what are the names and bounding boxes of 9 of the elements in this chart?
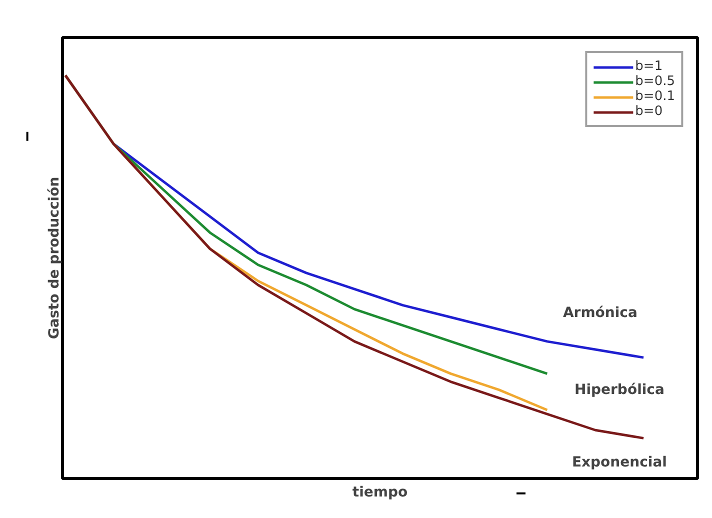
legend-label: b=0 <box>635 104 663 119</box>
y-axis-title: Gasto de producción <box>46 176 62 340</box>
legend-label: b=0.5 <box>635 74 675 89</box>
annotation: Hiperbólica <box>574 382 664 398</box>
annotation: Armónica <box>562 305 638 322</box>
annotation: Exponencial <box>572 454 667 470</box>
legend-label: b=0.1 <box>635 89 675 104</box>
legend-label: b=1 <box>635 59 663 74</box>
x-axis-title: tiempo <box>352 484 408 500</box>
